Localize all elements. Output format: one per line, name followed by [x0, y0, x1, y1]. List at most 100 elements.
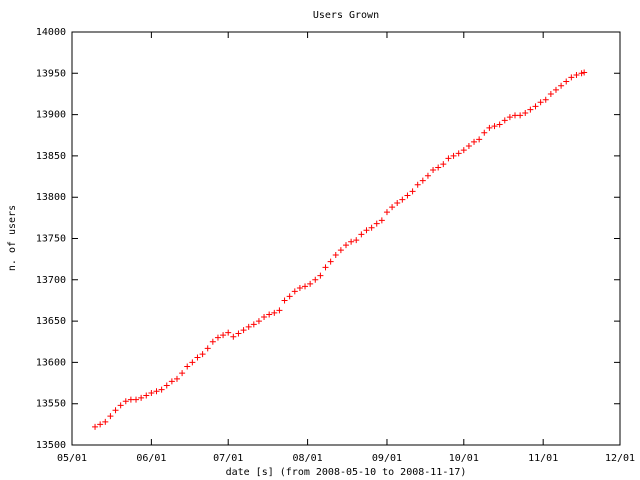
point: [409, 188, 416, 195]
point: [424, 172, 431, 179]
plot-border: [71, 31, 621, 446]
point: [430, 166, 437, 173]
point: [455, 150, 462, 157]
point: [168, 378, 175, 385]
y-tick-label: 13600: [36, 357, 66, 368]
point: [122, 398, 129, 405]
point: [173, 375, 180, 382]
point: [358, 231, 365, 238]
point: [127, 396, 134, 403]
point: [394, 199, 401, 206]
point: [348, 238, 355, 245]
point: [261, 313, 268, 320]
point: [471, 138, 478, 145]
chart-title: Users Grown: [313, 10, 379, 21]
point: [353, 237, 360, 244]
y-tick-label: 13700: [36, 275, 66, 286]
point: [327, 258, 334, 265]
y-tick-label: 13800: [36, 192, 66, 203]
point: [537, 99, 544, 106]
y-tick-label: 14000: [36, 27, 66, 38]
point: [255, 318, 262, 325]
point: [296, 285, 303, 292]
point: [368, 224, 375, 231]
point: [542, 96, 549, 103]
point: [148, 389, 155, 396]
point: [307, 280, 314, 287]
point: [133, 396, 140, 403]
x-tick-label: 06/01: [136, 453, 166, 464]
point: [225, 329, 232, 336]
y-tick-label: 13900: [36, 110, 66, 121]
point: [517, 112, 524, 119]
point: [568, 74, 575, 81]
point: [378, 217, 385, 224]
point: [250, 321, 257, 328]
point: [209, 338, 216, 345]
point: [552, 86, 559, 93]
point: [117, 402, 124, 409]
x-tick-label: 09/01: [372, 453, 402, 464]
point: [230, 333, 237, 340]
y-tick-label: 13650: [36, 316, 66, 327]
point: [389, 204, 396, 211]
point: [179, 370, 186, 377]
point: [506, 114, 513, 121]
point: [563, 78, 570, 85]
point: [404, 192, 411, 199]
point: [522, 109, 529, 116]
point: [532, 103, 539, 110]
point: [450, 152, 457, 159]
y-tick-label: 13550: [36, 399, 66, 410]
point: [527, 106, 534, 113]
point: [332, 252, 339, 259]
point: [102, 418, 109, 425]
point: [163, 382, 170, 389]
point: [547, 90, 554, 97]
point: [419, 177, 426, 184]
y-tick-label: 13750: [36, 234, 66, 245]
point: [92, 423, 99, 430]
point: [112, 407, 119, 414]
point: [435, 164, 442, 171]
point: [343, 242, 349, 249]
point: [266, 311, 273, 318]
point: [138, 394, 145, 401]
x-tick-label: 10/01: [449, 453, 479, 464]
point: [158, 386, 165, 393]
point: [383, 209, 390, 216]
point: [322, 264, 329, 271]
point: [194, 354, 201, 361]
point: [184, 363, 191, 370]
point: [302, 283, 309, 290]
point: [363, 227, 370, 234]
point: [496, 121, 503, 128]
x-tick-label: 08/01: [293, 453, 323, 464]
point: [312, 276, 319, 283]
x-tick-label: 07/01: [213, 453, 243, 464]
point: [245, 323, 252, 330]
point: [512, 112, 519, 119]
point: [373, 220, 380, 227]
x-tick-label: 05/01: [57, 453, 87, 464]
point: [240, 327, 247, 334]
point: [573, 71, 580, 78]
point: [97, 421, 104, 428]
x-tick-label: 12/01: [605, 453, 635, 464]
point: [281, 297, 288, 304]
point: [204, 345, 211, 352]
point: [558, 82, 565, 89]
point: [491, 123, 498, 130]
x-axis-label: date [s] (from 2008-05-10 to 2008-11-17): [226, 467, 467, 478]
point: [501, 117, 508, 124]
y-axis-label: n. of users: [7, 205, 18, 271]
point: [481, 129, 488, 136]
point: [445, 155, 452, 162]
point: [276, 307, 283, 314]
point: [107, 413, 114, 420]
y-tick-label: 13850: [36, 151, 66, 162]
y-tick-label: 13950: [36, 68, 66, 79]
point: [460, 147, 467, 154]
point: [235, 330, 242, 337]
